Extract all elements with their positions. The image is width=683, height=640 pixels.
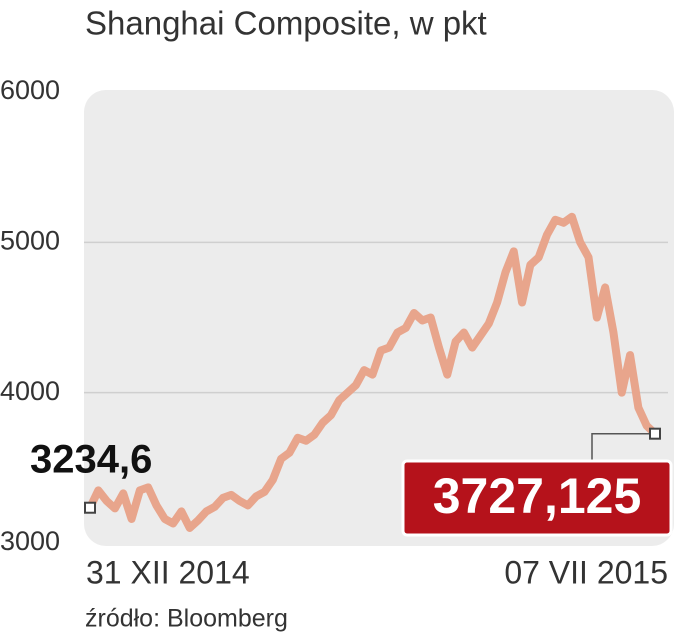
chart-title: Shanghai Composite, w pkt bbox=[85, 5, 487, 42]
point-marker bbox=[649, 427, 661, 440]
plot-background bbox=[84, 90, 674, 546]
value-label: 3234,6 bbox=[30, 438, 152, 482]
point-marker bbox=[84, 501, 96, 514]
line bbox=[86, 212, 659, 532]
y-tick-label: 6000 bbox=[0, 75, 60, 105]
label-box bbox=[401, 459, 673, 537]
value-label: 3727,125 bbox=[433, 468, 642, 524]
y-tick-label: 3000 bbox=[0, 526, 60, 556]
x-tick-label: 31 XII 2014 bbox=[86, 554, 250, 590]
y-tick-label: 4000 bbox=[0, 376, 60, 406]
x-tick-label: 07 VII 2015 bbox=[504, 554, 668, 590]
source: źródło: Bloomberg bbox=[85, 605, 288, 633]
callout-line bbox=[591, 432, 655, 460]
y-tick-label: 5000 bbox=[0, 225, 60, 255]
